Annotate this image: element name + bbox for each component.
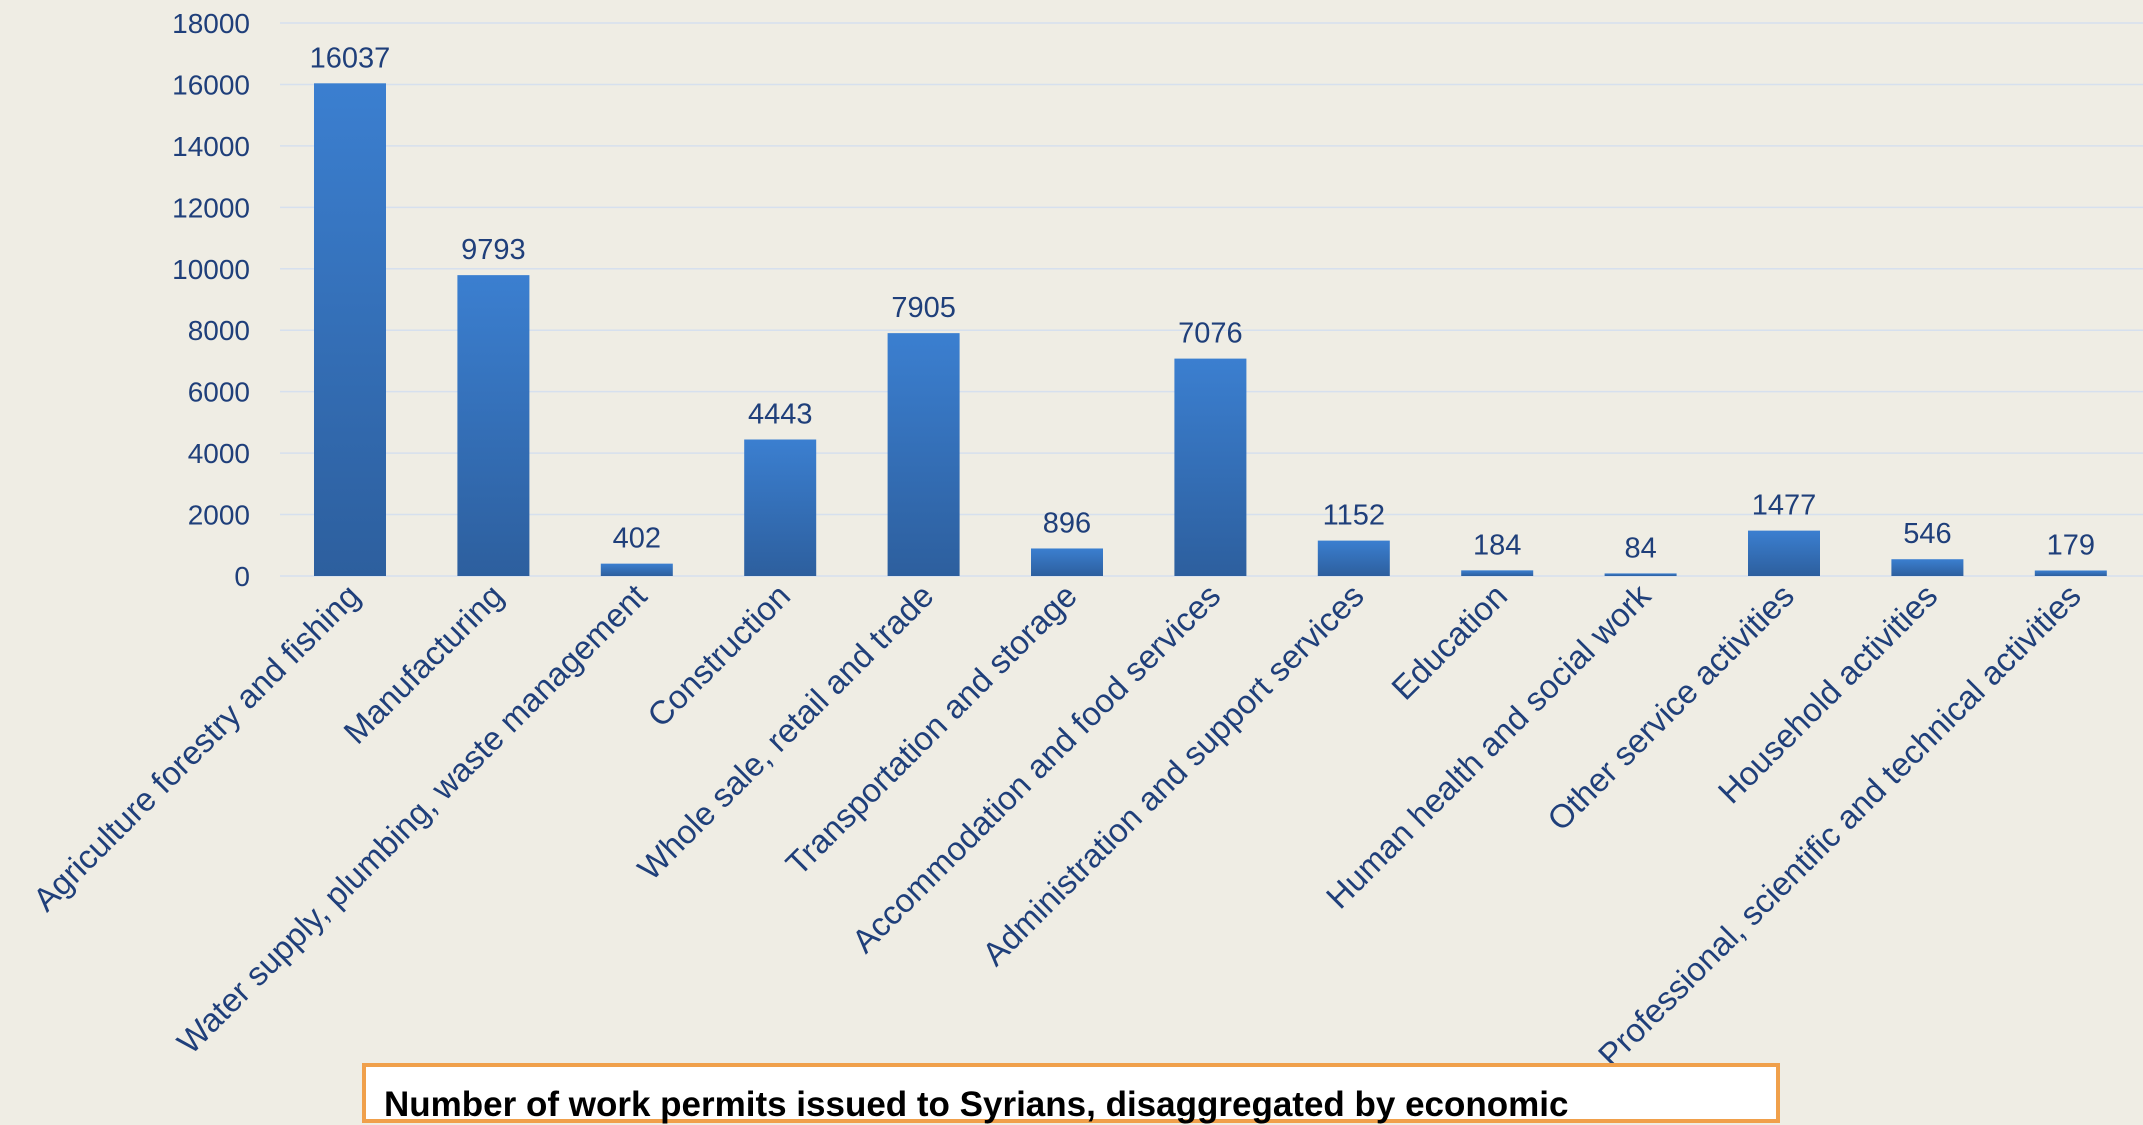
bar bbox=[887, 333, 960, 576]
bar bbox=[1604, 573, 1677, 576]
x-tick-label: Other service activities bbox=[1540, 577, 1801, 838]
y-tick-label: 8000 bbox=[188, 315, 250, 346]
bar bbox=[457, 275, 530, 576]
data-label: 84 bbox=[1624, 532, 1656, 564]
x-tick-label: Agriculture forestry and fishing bbox=[26, 577, 367, 918]
chart-caption-box: Number of work permits issued to Syrians… bbox=[362, 1063, 1780, 1124]
y-tick-label: 10000 bbox=[172, 254, 250, 285]
data-label: 1152 bbox=[1323, 500, 1385, 532]
data-label: 546 bbox=[1903, 518, 1951, 550]
data-label: 1477 bbox=[1752, 490, 1817, 522]
y-tick-label: 2000 bbox=[188, 500, 250, 531]
bar bbox=[600, 563, 673, 576]
y-tick-label: 12000 bbox=[172, 192, 250, 223]
bar bbox=[1891, 559, 1964, 576]
x-tick-label: Whole sale, retail and trade bbox=[630, 577, 940, 887]
grid-lines bbox=[280, 22, 2143, 577]
data-label: 896 bbox=[1043, 507, 1091, 539]
data-label: 4443 bbox=[748, 399, 813, 431]
bar bbox=[744, 439, 817, 576]
data-label: 184 bbox=[1473, 529, 1521, 561]
x-axis-ticks: Agriculture forestry and fishingManufact… bbox=[26, 576, 2088, 1073]
bar bbox=[1748, 530, 1820, 576]
bar bbox=[1031, 548, 1103, 576]
bar bbox=[1174, 358, 1247, 576]
y-axis-ticks: 0 2000 4000 6000 8000 10000 12000 14000 16000 180… bbox=[172, 8, 250, 592]
bar bbox=[1461, 570, 1534, 576]
data-labels: 16037 9793 402 4443 7905 896 7076 1152 184 84 1477… bbox=[310, 42, 2095, 564]
y-tick-label: 4000 bbox=[188, 438, 250, 469]
bar bbox=[314, 83, 386, 576]
data-label: 7076 bbox=[1178, 318, 1243, 350]
data-label: 7905 bbox=[891, 292, 956, 324]
x-tick-label: Transportation and storage bbox=[778, 577, 1083, 882]
data-label: 16037 bbox=[310, 42, 391, 74]
data-label: 9793 bbox=[461, 234, 526, 266]
y-tick-label: 16000 bbox=[172, 69, 250, 100]
x-tick-label: Professional, scientific and technical a… bbox=[1591, 577, 2088, 1074]
y-tick-label: 18000 bbox=[172, 8, 250, 39]
bar bbox=[2034, 570, 2107, 576]
bar bbox=[1317, 540, 1390, 576]
data-label: 402 bbox=[613, 523, 661, 555]
data-label: 179 bbox=[2047, 530, 2095, 562]
x-tick-label: Construction bbox=[640, 577, 797, 734]
bars bbox=[314, 83, 2107, 576]
chart-title: Number of work permits issued to Syrians… bbox=[384, 1085, 1569, 1124]
y-tick-label: 0 bbox=[234, 561, 250, 592]
y-tick-label: 14000 bbox=[172, 131, 250, 162]
y-tick-label: 6000 bbox=[188, 377, 250, 408]
x-tick-label: Education bbox=[1384, 577, 1514, 707]
